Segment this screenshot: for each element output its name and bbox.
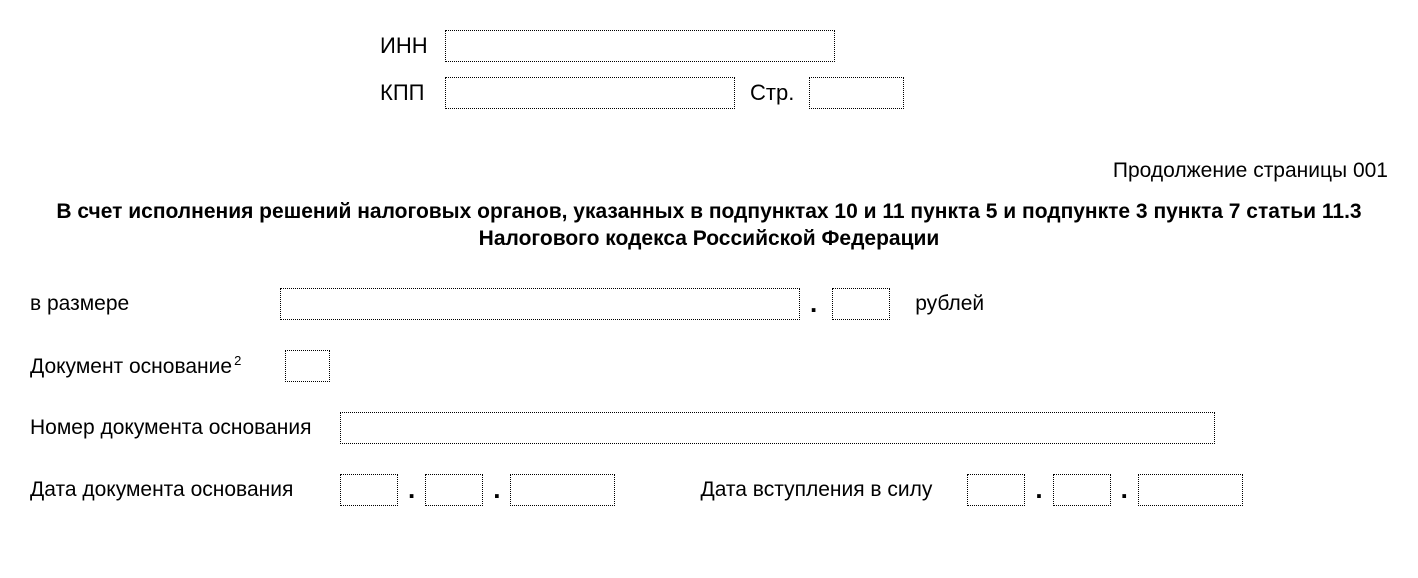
- effect-date-sep1: .: [1035, 474, 1042, 505]
- kpp-label: КПП: [380, 80, 430, 106]
- continuation-text: Продолжение страницы 001: [30, 159, 1388, 183]
- kpp-row: КПП Стр.: [380, 77, 1388, 109]
- doc-basis-input[interactable]: [285, 350, 330, 382]
- doc-basis-label: Документ основание2: [30, 353, 265, 379]
- kpp-input[interactable]: [445, 77, 735, 109]
- effect-date-sep2: .: [1121, 474, 1128, 505]
- amount-row: в размере . рублей: [30, 288, 1388, 320]
- doc-date-row: Дата документа основания . . Дата вступл…: [30, 474, 1388, 506]
- currency-label: рублей: [915, 292, 984, 316]
- inn-input[interactable]: [445, 30, 835, 62]
- doc-number-label: Номер документа основания: [30, 416, 320, 440]
- doc-number-input[interactable]: [340, 412, 1215, 444]
- form-title: В счет исполнения решений налоговых орга…: [30, 198, 1388, 253]
- effect-date-month-input[interactable]: [1053, 474, 1111, 506]
- inn-row: ИНН: [380, 30, 1388, 62]
- doc-date-label: Дата документа основания: [30, 478, 320, 502]
- effect-date-label: Дата вступления в силу: [700, 478, 932, 502]
- amount-label: в размере: [30, 292, 255, 316]
- header-section: ИНН КПП Стр.: [380, 30, 1388, 109]
- effect-date-year-input[interactable]: [1138, 474, 1243, 506]
- amount-separator: .: [810, 288, 817, 319]
- doc-date-sep2: .: [493, 474, 500, 505]
- doc-number-row: Номер документа основания: [30, 412, 1388, 444]
- amount-main-input[interactable]: [280, 288, 800, 320]
- page-label: Стр.: [750, 80, 794, 106]
- doc-date-year-input[interactable]: [510, 474, 615, 506]
- effect-date-day-input[interactable]: [967, 474, 1025, 506]
- doc-date-day-input[interactable]: [340, 474, 398, 506]
- page-input[interactable]: [809, 77, 904, 109]
- doc-date-section: . .: [340, 474, 615, 506]
- doc-basis-label-text: Документ основание: [30, 355, 232, 378]
- doc-date-sep1: .: [408, 474, 415, 505]
- doc-basis-row: Документ основание2: [30, 350, 1388, 382]
- doc-date-month-input[interactable]: [425, 474, 483, 506]
- inn-label: ИНН: [380, 33, 430, 59]
- amount-decimal-input[interactable]: [832, 288, 890, 320]
- effect-date-section: . .: [967, 474, 1242, 506]
- doc-basis-superscript: 2: [234, 353, 241, 368]
